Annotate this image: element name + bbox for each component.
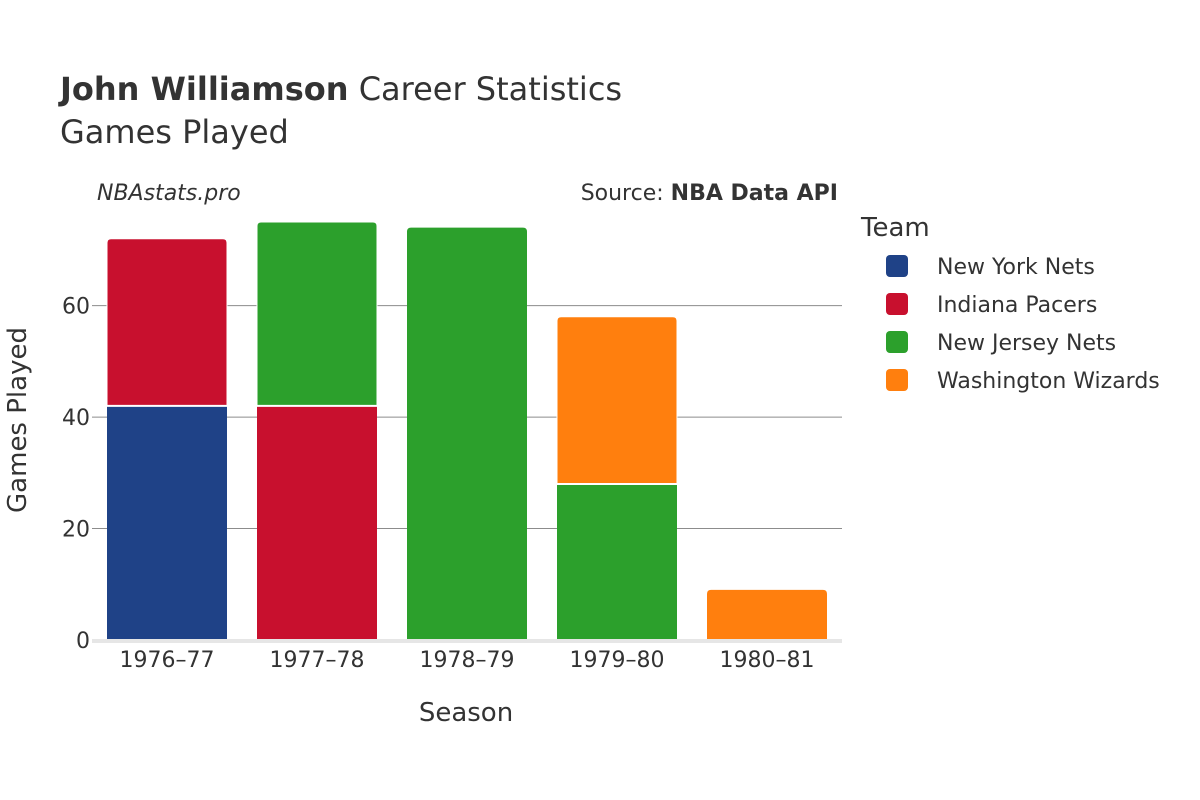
bar-segment[interactable]	[106, 238, 228, 407]
y-tick-label: 20	[62, 518, 90, 543]
bar-segment[interactable]	[256, 221, 378, 407]
x-tick-label: 1978–79	[420, 648, 515, 673]
bar-segment[interactable]	[556, 316, 678, 485]
x-tick-label: 1976–77	[120, 648, 215, 673]
bar-segment[interactable]	[107, 405, 227, 640]
legend-item-label[interactable]: Indiana Pacers	[937, 293, 1097, 318]
x-tick-label: 1977–78	[270, 648, 365, 673]
bar-segment[interactable]	[707, 589, 827, 640]
legend-item-label[interactable]: New York Nets	[937, 255, 1095, 280]
source-name: NBA Data API	[671, 181, 838, 206]
y-axis-ticks: 0 20 40 60	[62, 295, 90, 654]
y-tick-label: 60	[62, 295, 90, 320]
bar-segment[interactable]	[257, 405, 377, 640]
y-tick-label: 0	[76, 629, 90, 654]
chart-title-rest: Career Statistics	[349, 70, 623, 108]
x-axis-title: Season	[419, 698, 513, 728]
legend-swatch	[886, 255, 908, 277]
y-tick-label: 40	[62, 406, 90, 431]
legend-item-label[interactable]: New Jersey Nets	[937, 331, 1116, 356]
bar-segment[interactable]	[407, 227, 527, 640]
source-label: Source: NBA Data API	[581, 181, 838, 206]
source-prefix: Source:	[581, 181, 671, 206]
chart-title: John Williamson Career Statistics	[58, 70, 622, 108]
bar-segment[interactable]	[557, 483, 677, 640]
chart-title-player: John Williamson	[58, 70, 349, 108]
legend-item-label[interactable]: Washington Wizards	[937, 369, 1160, 394]
watermark: NBAstats.pro	[97, 181, 241, 206]
bars	[106, 221, 827, 640]
legend-title: Team	[860, 213, 930, 243]
legend-swatch	[886, 293, 908, 315]
x-tick-label: 1979–80	[570, 648, 665, 673]
legend-swatch	[886, 331, 908, 353]
y-axis-title: Games Played	[3, 327, 33, 513]
chart-subtitle: Games Played	[60, 113, 289, 151]
legend: New York Nets Indiana Pacers New Jersey Ne…	[886, 255, 1160, 394]
x-tick-label: 1980–81	[720, 648, 815, 673]
x-axis-ticks: 1976–77 1977–78 1978–79 1979–80 1980–81	[120, 648, 815, 673]
legend-swatch	[886, 369, 908, 391]
